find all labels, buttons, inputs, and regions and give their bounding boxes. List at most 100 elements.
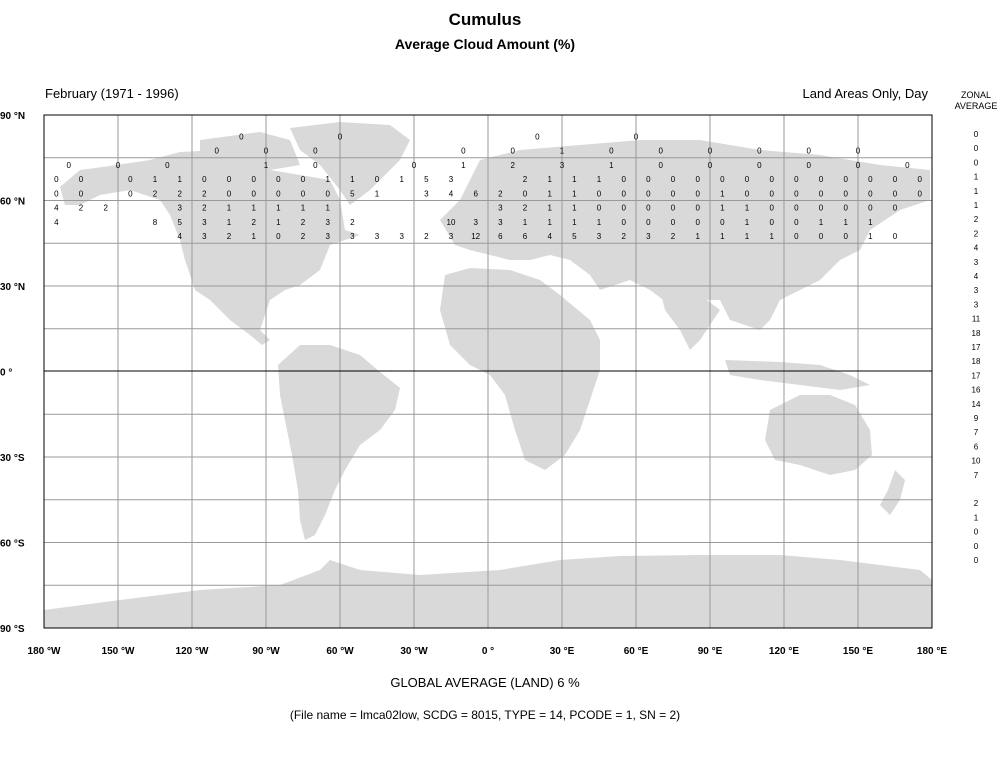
grid-value: 0 bbox=[769, 204, 774, 213]
grid-value: 4 bbox=[177, 232, 182, 241]
grid-value: 0 bbox=[868, 189, 873, 198]
grid-value: 2 bbox=[177, 189, 182, 198]
chart-title: Cumulus bbox=[448, 10, 522, 29]
grid-value: 6 bbox=[473, 189, 478, 198]
grid-value: 2 bbox=[301, 232, 306, 241]
grid-value: 5 bbox=[572, 232, 577, 241]
grid-value: 0 bbox=[412, 161, 417, 170]
longitude-label: 120 °W bbox=[176, 646, 209, 657]
grid-value: 0 bbox=[128, 175, 133, 184]
grid-value: 0 bbox=[893, 189, 898, 198]
grid-value: 0 bbox=[794, 204, 799, 213]
grid-value: 2 bbox=[301, 218, 306, 227]
global-average: GLOBAL AVERAGE (LAND) 6 % bbox=[390, 675, 580, 690]
grid-value: 0 bbox=[720, 175, 725, 184]
grid-value: 2 bbox=[523, 204, 528, 213]
grid-value: 0 bbox=[116, 161, 121, 170]
grid-value: 0 bbox=[523, 189, 528, 198]
south-america bbox=[278, 345, 400, 540]
grid-value: 0 bbox=[794, 218, 799, 227]
grid-value: 1 bbox=[177, 175, 182, 184]
grid-value: 0 bbox=[757, 147, 762, 156]
latitude-label: 30 °N bbox=[0, 282, 25, 293]
zonal-header-line2: AVERAGE bbox=[954, 101, 998, 111]
grid-value: 1 bbox=[572, 189, 577, 198]
grid-value: 1 bbox=[375, 189, 380, 198]
zonal-average-value: 0 bbox=[974, 130, 979, 139]
zonal-average-value: 2 bbox=[974, 229, 979, 238]
grid-value: 1 bbox=[153, 175, 158, 184]
grid-value: 1 bbox=[572, 175, 577, 184]
grid-value: 0 bbox=[843, 232, 848, 241]
grid-value: 1 bbox=[769, 232, 774, 241]
zonal-average-value: 4 bbox=[974, 272, 979, 281]
grid-value: 0 bbox=[745, 189, 750, 198]
grid-value: 1 bbox=[745, 232, 750, 241]
canadian-arctic bbox=[200, 132, 300, 170]
longitude-label: 90 °W bbox=[252, 646, 280, 657]
grid-value: 1 bbox=[868, 218, 873, 227]
grid-value: 0 bbox=[843, 175, 848, 184]
grid-value: 3 bbox=[202, 218, 207, 227]
grid-value: 3 bbox=[473, 218, 478, 227]
grid-value: 0 bbox=[313, 147, 318, 156]
grid-value: 0 bbox=[313, 161, 318, 170]
new-zealand bbox=[880, 470, 905, 515]
grid-value: 1 bbox=[819, 218, 824, 227]
grid-value: 0 bbox=[708, 147, 713, 156]
grid-value: 1 bbox=[227, 218, 232, 227]
grid-value: 0 bbox=[708, 161, 713, 170]
grid-value: 0 bbox=[646, 175, 651, 184]
grid-value: 0 bbox=[905, 161, 910, 170]
grid-value: 2 bbox=[202, 204, 207, 213]
longitude-label: 30 °E bbox=[550, 646, 575, 657]
grid-value: 0 bbox=[165, 161, 170, 170]
zonal-average-value: 0 bbox=[974, 528, 979, 537]
zonal-average-value: 1 bbox=[974, 201, 979, 210]
grid-value: 0 bbox=[806, 161, 811, 170]
grid-value: 0 bbox=[634, 132, 639, 141]
grid-value: 1 bbox=[547, 218, 552, 227]
grid-value: 1 bbox=[560, 147, 565, 156]
grid-value: 1 bbox=[572, 204, 577, 213]
grid-value: 2 bbox=[621, 232, 626, 241]
grid-value: 0 bbox=[671, 189, 676, 198]
grid-value: 3 bbox=[325, 218, 330, 227]
grid-value: 0 bbox=[79, 175, 84, 184]
grid-value: 6 bbox=[523, 232, 528, 241]
grid-value: 3 bbox=[325, 232, 330, 241]
grid-value: 0 bbox=[646, 204, 651, 213]
grid-value: 4 bbox=[449, 189, 454, 198]
zonal-average-value: 2 bbox=[974, 215, 979, 224]
grid-value: 0 bbox=[757, 161, 762, 170]
grid-value: 0 bbox=[917, 189, 922, 198]
grid-value: 1 bbox=[276, 218, 281, 227]
latitude-label: 60 °S bbox=[0, 539, 25, 550]
grid-value: 3 bbox=[449, 175, 454, 184]
latitude-label: 90 °N bbox=[0, 111, 25, 122]
grid-value: 2 bbox=[510, 161, 515, 170]
grid-value: 3 bbox=[177, 204, 182, 213]
grid-value: 1 bbox=[264, 161, 269, 170]
grid-value: 1 bbox=[325, 204, 330, 213]
longitude-label: 120 °E bbox=[769, 646, 799, 657]
zonal-average-value: 10 bbox=[972, 457, 981, 466]
latitude-label: 90 °S bbox=[0, 624, 25, 635]
grid-value: 1 bbox=[745, 218, 750, 227]
grid-value: 0 bbox=[745, 175, 750, 184]
zonal-average-value: 4 bbox=[974, 244, 979, 253]
grid-value: 1 bbox=[609, 161, 614, 170]
zonal-average-value: 18 bbox=[972, 357, 981, 366]
grid-value: 3 bbox=[375, 232, 380, 241]
longitude-label: 150 °W bbox=[102, 646, 135, 657]
north-america bbox=[60, 150, 360, 345]
grid-value: 0 bbox=[794, 175, 799, 184]
grid-value: 3 bbox=[424, 189, 429, 198]
longitude-label: 30 °W bbox=[400, 646, 428, 657]
grid-value: 2 bbox=[350, 218, 355, 227]
grid-value: 1 bbox=[720, 204, 725, 213]
grid-value: 1 bbox=[572, 218, 577, 227]
zonal-average-value: 17 bbox=[972, 343, 981, 352]
grid-value: 0 bbox=[264, 147, 269, 156]
